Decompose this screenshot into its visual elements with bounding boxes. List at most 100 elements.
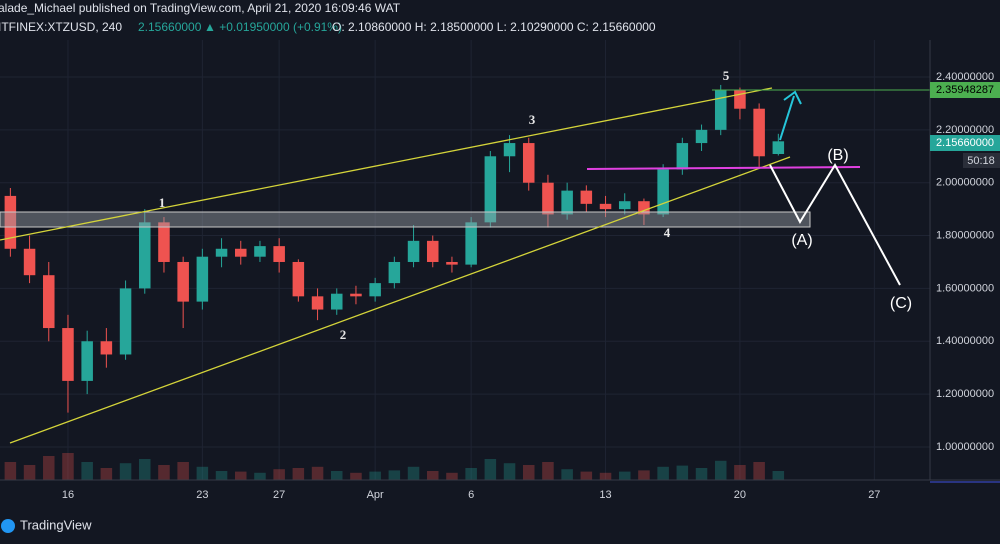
volume-bar (580, 471, 593, 480)
volume-bar (388, 470, 401, 480)
y-tick-label: 1.40000000 (936, 335, 994, 347)
projection-path (769, 163, 901, 286)
candle-body (561, 190, 573, 215)
volume-bar (369, 471, 381, 480)
x-tick-label: Apr (367, 489, 384, 501)
candle-body (273, 246, 285, 262)
candle-body (695, 129, 708, 144)
candle-body (599, 203, 612, 210)
volume-bar (542, 462, 554, 480)
change: ▲ +0.01950000 (+0.91%) (204, 20, 342, 34)
volume-bar (714, 460, 727, 480)
wave-label: 4 (664, 225, 671, 240)
candle-body (254, 246, 266, 257)
wave-label: 3 (529, 112, 536, 127)
wave-label: (B) (827, 147, 848, 164)
x-tick-label: 6 (468, 489, 474, 501)
volume-bar (446, 472, 458, 480)
candle-body (62, 328, 74, 381)
wave-label: 5 (723, 68, 730, 83)
volume-bar (62, 453, 74, 480)
ohlc: O: 2.10860000 H: 2.18500000 L: 2.1029000… (332, 20, 656, 34)
arrow-head (783, 90, 802, 105)
wave-label: 1 (159, 195, 166, 210)
wave-label: 2 (340, 327, 347, 342)
volume-bar (254, 472, 266, 480)
volume-bar (158, 465, 170, 480)
volume-bar (177, 462, 189, 480)
current-price-box (930, 135, 1000, 151)
support-zone (0, 211, 811, 228)
y-tick-label: 1.60000000 (936, 282, 994, 294)
candle-body (196, 256, 209, 302)
volume-bar (4, 462, 17, 480)
countdown: 50:18 (967, 155, 995, 167)
volume-bar (465, 468, 477, 480)
volume-bar (695, 468, 708, 480)
y-tick-label: 1.80000000 (936, 229, 994, 241)
volume-bar (676, 465, 689, 480)
candle-body (714, 90, 727, 130)
up-arrow (779, 95, 795, 141)
volume-bar (100, 468, 113, 480)
x-tick-label: 27 (868, 489, 880, 501)
x-tick-label: 16 (62, 489, 74, 501)
publisher: alade_Michael published on TradingView.c… (0, 1, 401, 15)
logo-text: TradingView (20, 517, 92, 532)
volume-bar (407, 466, 420, 480)
volume-bar (273, 469, 285, 480)
candle-body (426, 240, 439, 262)
candle-body (158, 222, 170, 262)
volume-bar (484, 459, 497, 480)
candle-body (446, 261, 458, 265)
current-price: 2.15660000 (936, 137, 994, 149)
volume-bar (215, 471, 228, 480)
volume-bar (753, 462, 765, 480)
candle-body (676, 143, 689, 170)
volume-bar (81, 462, 93, 480)
volume-bar (503, 463, 516, 480)
target-price-box (930, 82, 1000, 98)
volume-bar (522, 465, 535, 480)
y-tick-label: 2.00000000 (936, 177, 994, 189)
candle-body (119, 288, 132, 355)
volume-bar (734, 465, 746, 480)
y-tick-label: 2.20000000 (936, 124, 994, 136)
candle-body (542, 182, 554, 215)
logo-icon (1, 519, 15, 533)
volume-bar (234, 471, 247, 480)
last-price: 2.15660000 (138, 20, 202, 34)
candle-body (484, 156, 497, 223)
candle-body (100, 341, 113, 355)
volume-bar (350, 472, 362, 480)
neckline (586, 166, 861, 170)
candle-body (215, 248, 228, 257)
wave-label: (C) (890, 295, 912, 312)
y-tick-label: 2.40000000 (936, 71, 994, 83)
candle-body (407, 240, 420, 262)
countdown-box (963, 153, 1000, 168)
wave-label: (A) (791, 232, 812, 249)
candle-body (503, 143, 516, 157)
volume-bar (119, 463, 132, 480)
plot (0, 40, 930, 480)
volume-bar (638, 470, 650, 480)
candle-body (177, 261, 189, 302)
candle-body (81, 341, 93, 381)
candle-body (753, 108, 765, 157)
candle-body (139, 222, 151, 289)
volume-bar (23, 465, 36, 480)
target-price: 2.35948287 (936, 84, 994, 96)
volume-bar (426, 471, 439, 480)
candle-body (580, 190, 593, 204)
volume-bar (772, 471, 785, 480)
volume-bar (599, 472, 612, 480)
candle-body (350, 293, 362, 297)
volume-bar (330, 471, 343, 480)
candle-body (734, 90, 746, 109)
candle-body (618, 201, 631, 210)
x-tick-label: 13 (599, 489, 611, 501)
candle-body (772, 141, 785, 155)
volume-bar (43, 456, 55, 480)
